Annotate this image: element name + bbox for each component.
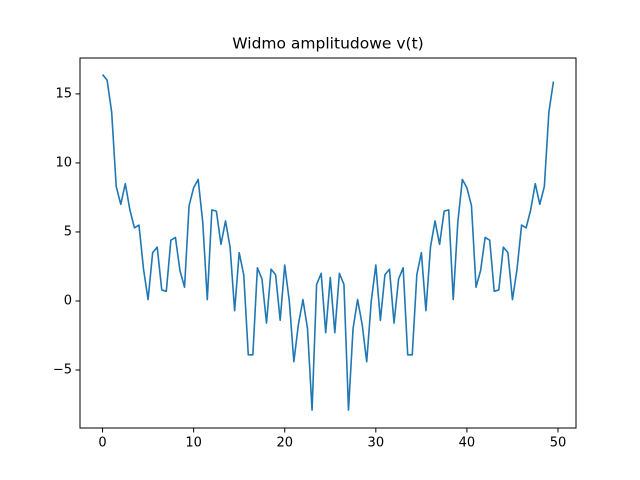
x-tick-label: 10 [185,436,202,451]
data-line [101,74,555,411]
y-tick-label: 15 [55,86,72,101]
x-tick-label: 40 [459,436,476,451]
y-tick-label: 10 [55,155,72,170]
x-tick-label: 0 [98,436,106,451]
plot-frame [79,57,577,429]
x-tick-label: 50 [550,436,567,451]
x-tick-label: 30 [368,436,385,451]
y-tick-label: 0 [64,293,72,308]
y-tick-label: 5 [64,224,72,239]
x-tick-label: 20 [276,436,293,451]
y-tick-label: −5 [53,363,72,378]
chart-title: Widmo amplitudowe v(t) [232,35,423,53]
